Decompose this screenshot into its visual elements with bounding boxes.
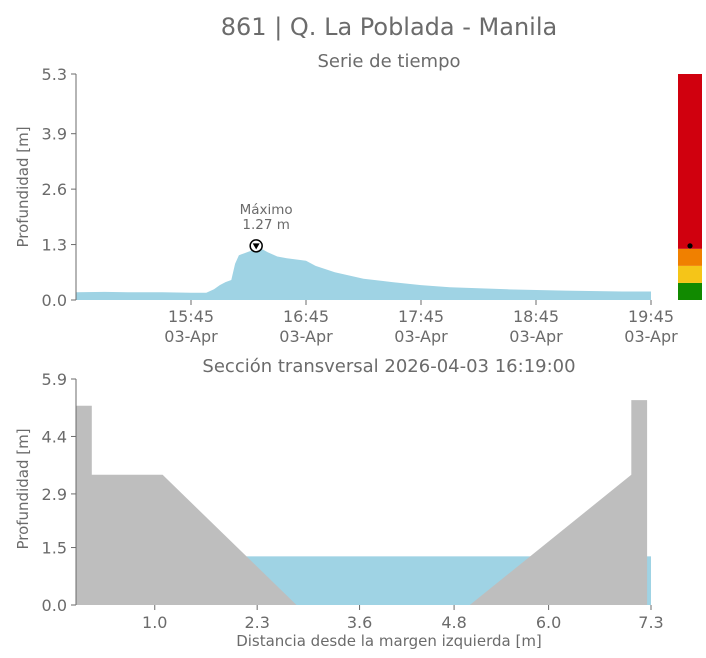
timeseries-ytick-label: 5.3: [42, 65, 67, 84]
timeseries-depth-area: [76, 245, 651, 300]
timeseries-xtick-time: 15:45: [168, 307, 214, 326]
level-bar: [678, 74, 702, 300]
timeseries-xtick-time: 16:45: [283, 307, 329, 326]
crosssection-ylabel: Profundidad [m]: [14, 428, 32, 549]
timeseries-xtick-date: 03-Apr: [279, 327, 333, 346]
timeseries-xtick-time: 17:45: [398, 307, 444, 326]
timeseries-ytick-label: 1.3: [42, 236, 67, 255]
timeseries-xtick-time: 18:45: [513, 307, 559, 326]
level-band-green: [678, 282, 702, 300]
crosssection-ytick-label: 0.0: [42, 596, 67, 615]
timeseries-xtick-date: 03-Apr: [164, 327, 218, 346]
timeseries-chart: Serie de tiempo 0.01.32.63.95.3 15:4503-…: [14, 51, 678, 346]
timeseries-xtick-date: 03-Apr: [394, 327, 448, 346]
max-annotation-label: Máximo: [240, 202, 293, 218]
crosssection-title: Sección transversal 2026-04-03 16:19:00: [202, 356, 575, 377]
crosssection-ytick-label: 4.4: [42, 427, 67, 446]
crosssection-ytick-label: 2.9: [42, 485, 67, 504]
timeseries-xtick-date: 03-Apr: [509, 327, 563, 346]
crosssection-ytick-label: 5.9: [42, 370, 67, 389]
level-current-marker: [687, 243, 693, 249]
crosssection-terrain-area: [76, 400, 648, 605]
crosssection-xtick-label: 7.3: [638, 613, 663, 632]
crosssection-chart: Sección transversal 2026-04-03 16:19:00 …: [14, 356, 664, 650]
level-band-orange: [678, 248, 702, 266]
crosssection-xtick-label: 2.3: [244, 613, 269, 632]
timeseries-xtick-date: 03-Apr: [624, 327, 678, 346]
crosssection-xtick-label: 6.0: [536, 613, 561, 632]
crosssection-ytick-label: 1.5: [42, 539, 67, 558]
timeseries-ytick-label: 0.0: [42, 291, 67, 310]
timeseries-title: Serie de tiempo: [317, 51, 460, 72]
timeseries-ytick-label: 3.9: [42, 125, 67, 144]
figure-title: 861 | Q. La Poblada - Manila: [221, 13, 557, 41]
crosssection-xtick-label: 3.6: [347, 613, 372, 632]
crosssection-xtick-label: 1.0: [142, 613, 167, 632]
crosssection-xlabel: Distancia desde la margen izquierda [m]: [236, 632, 542, 650]
max-annotation-value: 1.27 m: [242, 217, 290, 233]
level-band-yellow: [678, 265, 702, 283]
max-marker-triangle-icon: [252, 243, 260, 250]
level-band-red: [678, 74, 702, 249]
timeseries-ylabel: Profundidad [m]: [14, 126, 32, 247]
timeseries-xtick-time: 19:45: [628, 307, 674, 326]
crosssection-xtick-label: 4.8: [441, 613, 466, 632]
timeseries-ytick-label: 2.6: [42, 180, 67, 199]
